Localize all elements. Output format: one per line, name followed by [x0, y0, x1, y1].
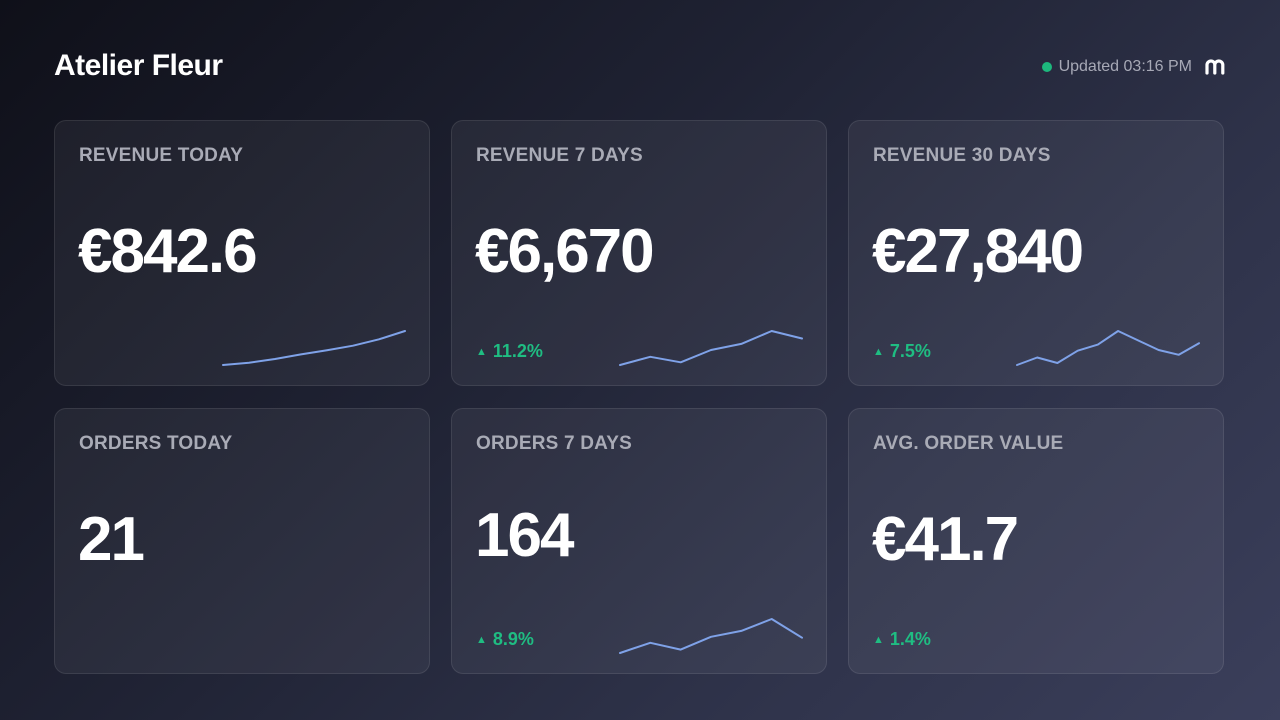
- card-label: ORDERS 7 DAYS: [476, 433, 633, 454]
- kpi-card-orders-today[interactable]: ORDERS TODAY 21: [54, 408, 430, 674]
- change-percent: 8.9%: [492, 629, 534, 649]
- arrow-up-icon: ▲: [476, 345, 487, 358]
- card-label: REVENUE 7 DAYS: [476, 145, 643, 166]
- card-value: 21: [78, 505, 145, 574]
- status-bar: Updated 03:16 PM: [1041, 56, 1226, 78]
- change-percent: 1.4%: [889, 629, 931, 649]
- kpi-card-revenue-30-days[interactable]: REVENUE 30 DAYS €27,840 ▲ 7.5%: [848, 120, 1224, 386]
- arrow-up-icon: ▲: [476, 633, 487, 646]
- change-indicator: ▲ 7.5%: [873, 341, 931, 362]
- card-label: AVG. ORDER VALUE: [873, 433, 1064, 454]
- kpi-card-orders-7-days[interactable]: ORDERS 7 DAYS 164 ▲ 8.9%: [451, 408, 827, 674]
- arrow-up-icon: ▲: [873, 345, 884, 358]
- last-updated-text: Updated 03:16 PM: [1058, 58, 1192, 75]
- sparkline-line: [1016, 330, 1200, 366]
- change-indicator: ▲ 8.9%: [476, 629, 534, 650]
- sparkline-line: [619, 618, 803, 654]
- kpi-card-avg-order-value[interactable]: AVG. ORDER VALUE €41.7 ▲ 1.4%: [848, 408, 1224, 674]
- page-title: Atelier Fleur: [54, 49, 223, 82]
- change-percent: 11.2%: [492, 341, 543, 361]
- card-value: 164: [475, 501, 574, 570]
- card-label: REVENUE TODAY: [79, 145, 244, 166]
- card-label: REVENUE 30 DAYS: [873, 145, 1051, 166]
- card-value: €842.6: [78, 217, 258, 286]
- status-indicator-dot: [1041, 62, 1052, 72]
- change-percent: 7.5%: [889, 341, 931, 361]
- sparkline-chart: [1016, 330, 1200, 366]
- card-value: €41.7: [872, 505, 1019, 574]
- change-indicator: ▲ 11.2%: [476, 341, 543, 362]
- change-indicator: ▲ 1.4%: [873, 629, 931, 650]
- kpi-card-revenue-7-days[interactable]: REVENUE 7 DAYS €6,670 ▲ 11.2%: [451, 120, 827, 386]
- sparkline-chart: [619, 618, 803, 654]
- card-label: ORDERS TODAY: [79, 433, 233, 454]
- kpi-card-revenue-today[interactable]: REVENUE TODAY €842.6: [54, 120, 430, 386]
- arrow-up-icon: ▲: [873, 633, 884, 646]
- sparkline-chart: [619, 330, 803, 366]
- card-value: €6,670: [475, 217, 655, 286]
- m-logo-icon: [1205, 59, 1225, 75]
- sparkline-line: [222, 330, 406, 366]
- card-value: €27,840: [872, 217, 1084, 286]
- sparkline-chart: [222, 330, 406, 366]
- sparkline-line: [619, 330, 803, 366]
